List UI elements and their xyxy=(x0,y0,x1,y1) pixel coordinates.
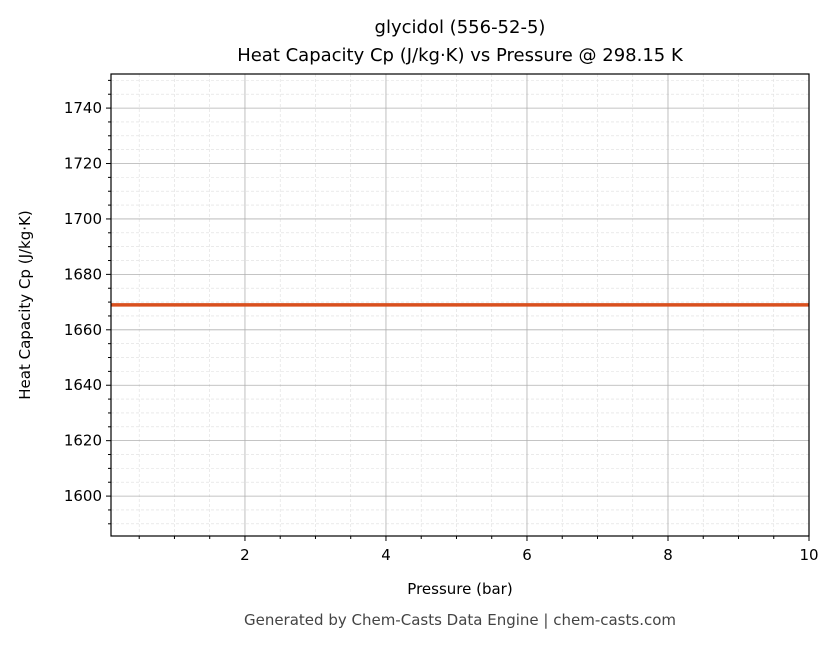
y-tick-label: 1600 xyxy=(64,487,102,505)
x-tick-label: 8 xyxy=(663,546,673,564)
y-tick-label: 1700 xyxy=(64,210,102,228)
x-axis-label: Pressure (bar) xyxy=(407,580,512,598)
chart-subtitle: Heat Capacity Cp (J/kg·K) vs Pressure @ … xyxy=(237,45,684,66)
x-tick-label: 6 xyxy=(522,546,532,564)
y-tick-label: 1660 xyxy=(64,321,102,339)
y-tick-label: 1740 xyxy=(64,99,102,117)
plot-frame xyxy=(110,73,810,537)
y-tick-label: 1720 xyxy=(64,155,102,173)
y-axis-label: Heat Capacity Cp (J/kg·K) xyxy=(16,210,34,399)
footer-credit: Generated by Chem-Casts Data Engine | ch… xyxy=(244,611,676,629)
x-tick-label: 10 xyxy=(799,546,818,564)
chart-title: glycidol (556-52-5) xyxy=(375,17,546,38)
y-tick-label: 1640 xyxy=(64,376,102,394)
x-tick-label: 4 xyxy=(381,546,391,564)
y-tick-label: 1620 xyxy=(64,432,102,450)
x-tick-label: 2 xyxy=(240,546,250,564)
y-tick-label: 1680 xyxy=(64,265,102,283)
